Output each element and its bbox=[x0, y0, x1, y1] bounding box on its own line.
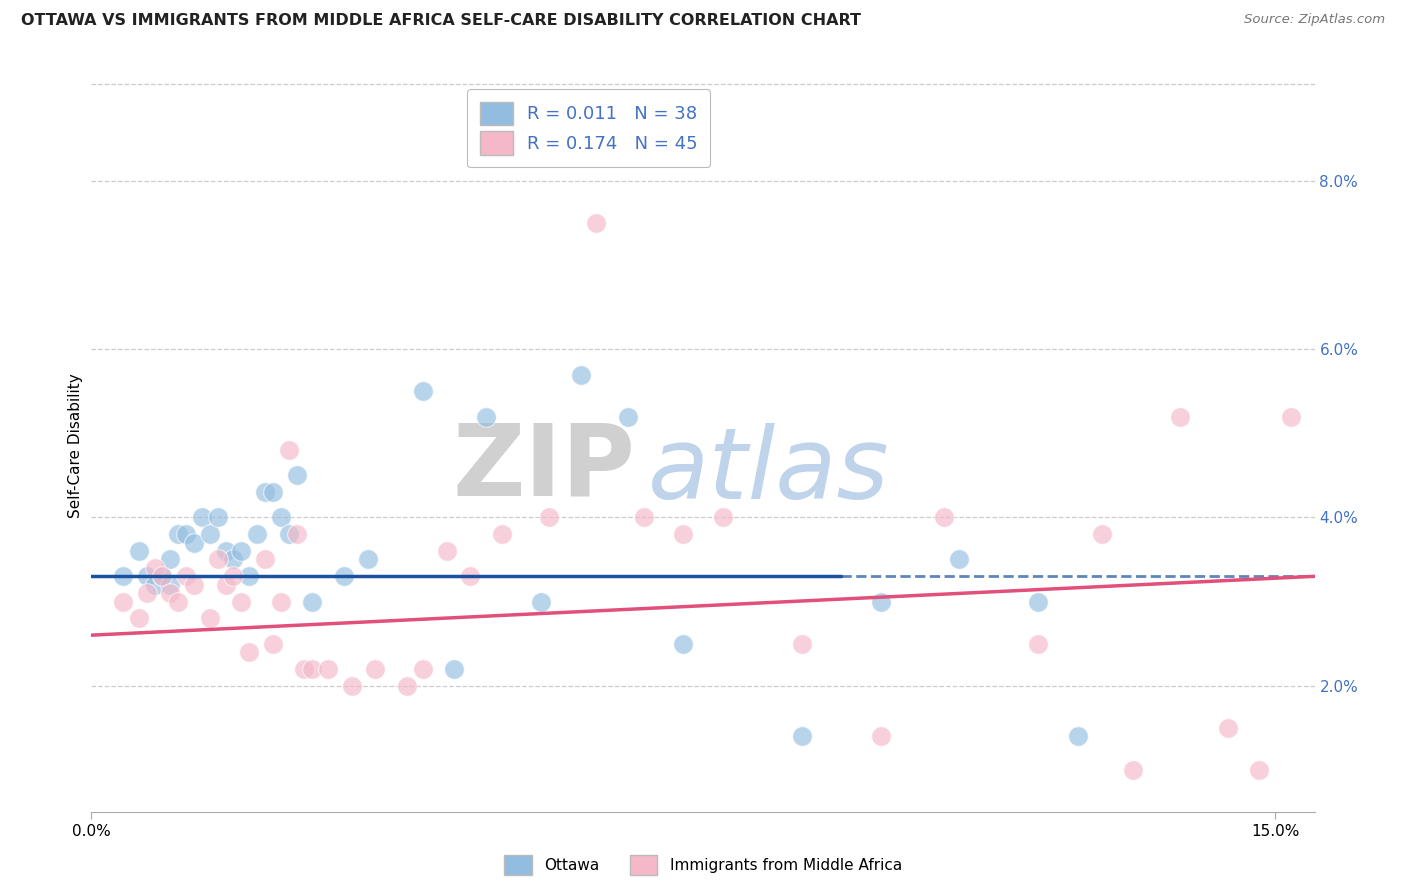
Point bbox=[458, 569, 481, 583]
Point bbox=[790, 729, 813, 743]
Point bbox=[1122, 763, 1144, 777]
Point bbox=[1216, 721, 1239, 735]
Point bbox=[412, 662, 434, 676]
Point bbox=[159, 578, 181, 592]
Point bbox=[617, 409, 640, 424]
Point bbox=[301, 594, 323, 608]
Point bbox=[270, 594, 292, 608]
Point bbox=[1249, 763, 1271, 777]
Point bbox=[135, 586, 157, 600]
Point bbox=[585, 216, 607, 230]
Point bbox=[790, 636, 813, 650]
Point bbox=[159, 586, 181, 600]
Point bbox=[1028, 636, 1050, 650]
Point bbox=[538, 510, 561, 524]
Point bbox=[238, 645, 260, 659]
Point bbox=[340, 679, 363, 693]
Text: ZIP: ZIP bbox=[453, 419, 636, 516]
Point bbox=[633, 510, 655, 524]
Point bbox=[253, 485, 276, 500]
Point bbox=[207, 552, 229, 566]
Point bbox=[356, 552, 378, 566]
Point bbox=[491, 527, 513, 541]
Point bbox=[143, 561, 166, 575]
Point bbox=[396, 679, 419, 693]
Point bbox=[672, 527, 695, 541]
Point bbox=[1279, 409, 1302, 424]
Point bbox=[869, 594, 891, 608]
Point bbox=[277, 443, 299, 458]
Point bbox=[1067, 729, 1090, 743]
Point bbox=[231, 544, 253, 558]
Point bbox=[198, 611, 221, 625]
Point bbox=[152, 569, 174, 583]
Point bbox=[333, 569, 356, 583]
Point bbox=[277, 527, 299, 541]
Point bbox=[869, 729, 891, 743]
Point bbox=[412, 384, 434, 399]
Point bbox=[530, 594, 553, 608]
Point bbox=[253, 552, 276, 566]
Point bbox=[246, 527, 269, 541]
Point bbox=[135, 569, 157, 583]
Point bbox=[932, 510, 955, 524]
Point bbox=[301, 662, 323, 676]
Point bbox=[183, 535, 205, 549]
Point bbox=[316, 662, 339, 676]
Point bbox=[1090, 527, 1112, 541]
Point bbox=[475, 409, 498, 424]
Point bbox=[672, 636, 695, 650]
Point bbox=[443, 662, 465, 676]
Point bbox=[285, 527, 308, 541]
Point bbox=[364, 662, 387, 676]
Point bbox=[262, 636, 284, 650]
Point bbox=[214, 544, 236, 558]
Point bbox=[167, 527, 190, 541]
Text: Source: ZipAtlas.com: Source: ZipAtlas.com bbox=[1244, 13, 1385, 27]
Point bbox=[1028, 594, 1050, 608]
Y-axis label: Self-Care Disability: Self-Care Disability bbox=[67, 374, 83, 518]
Point bbox=[222, 569, 245, 583]
Point bbox=[111, 594, 134, 608]
Point bbox=[167, 594, 190, 608]
Point bbox=[214, 578, 236, 592]
Point bbox=[285, 468, 308, 483]
Point bbox=[159, 552, 181, 566]
Point bbox=[262, 485, 284, 500]
Point bbox=[711, 510, 734, 524]
Point bbox=[183, 578, 205, 592]
Point bbox=[191, 510, 214, 524]
Point bbox=[174, 527, 197, 541]
Point bbox=[948, 552, 970, 566]
Point bbox=[436, 544, 458, 558]
Point bbox=[231, 594, 253, 608]
Point bbox=[128, 544, 150, 558]
Text: OTTAWA VS IMMIGRANTS FROM MIDDLE AFRICA SELF-CARE DISABILITY CORRELATION CHART: OTTAWA VS IMMIGRANTS FROM MIDDLE AFRICA … bbox=[21, 13, 860, 29]
Point bbox=[1170, 409, 1192, 424]
Point bbox=[207, 510, 229, 524]
Point bbox=[128, 611, 150, 625]
Point bbox=[198, 527, 221, 541]
Point bbox=[238, 569, 260, 583]
Point bbox=[222, 552, 245, 566]
Text: atlas: atlas bbox=[648, 423, 890, 520]
Point bbox=[174, 569, 197, 583]
Point bbox=[143, 578, 166, 592]
Point bbox=[294, 662, 316, 676]
Legend: R = 0.011   N = 38, R = 0.174   N = 45: R = 0.011 N = 38, R = 0.174 N = 45 bbox=[467, 89, 710, 168]
Point bbox=[569, 368, 592, 382]
Legend: Ottawa, Immigrants from Middle Africa: Ottawa, Immigrants from Middle Africa bbox=[498, 849, 908, 880]
Point bbox=[270, 510, 292, 524]
Point bbox=[111, 569, 134, 583]
Point bbox=[152, 569, 174, 583]
